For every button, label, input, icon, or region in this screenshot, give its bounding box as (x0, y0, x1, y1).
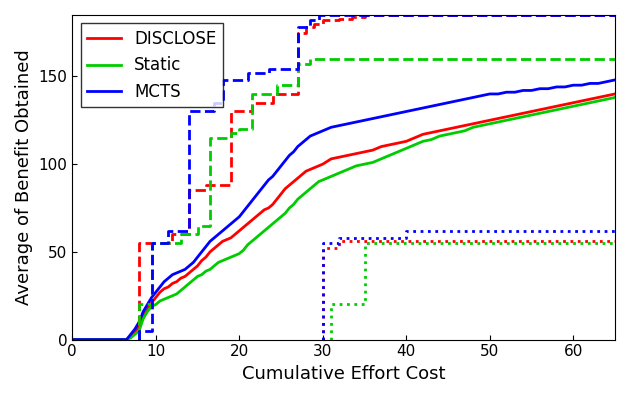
MCTS (290, 150, 297, 154)
DISCLOSE (139, 313, 147, 318)
DISCLOSE (444, 127, 452, 131)
DISCLOSE (478, 120, 485, 125)
MCTS (444, 100, 452, 105)
Static (273, 218, 280, 222)
Static (123, 337, 130, 342)
Legend: DISCLOSE, Static, MCTS: DISCLOSE, Static, MCTS (81, 23, 223, 107)
Line: MCTS: MCTS (72, 80, 615, 339)
Line: DISCLOSE: DISCLOSE (72, 94, 615, 339)
DISCLOSE (273, 197, 280, 202)
X-axis label: Cumulative Effort Cost: Cumulative Effort Cost (242, 365, 445, 383)
Y-axis label: Average of Benefit Obtained: Average of Benefit Obtained (15, 49, 33, 305)
DISCLOSE (123, 337, 130, 342)
MCTS (611, 78, 619, 82)
Static (611, 95, 619, 100)
MCTS (123, 337, 130, 342)
MCTS (139, 309, 147, 314)
Line: Static: Static (72, 98, 615, 339)
MCTS (273, 169, 280, 174)
DISCLOSE (69, 337, 76, 342)
Static (290, 202, 297, 207)
Static (139, 316, 147, 321)
MCTS (69, 337, 76, 342)
DISCLOSE (611, 92, 619, 96)
MCTS (478, 93, 485, 98)
Static (478, 123, 485, 128)
DISCLOSE (290, 179, 297, 184)
Static (444, 132, 452, 137)
Static (69, 337, 76, 342)
